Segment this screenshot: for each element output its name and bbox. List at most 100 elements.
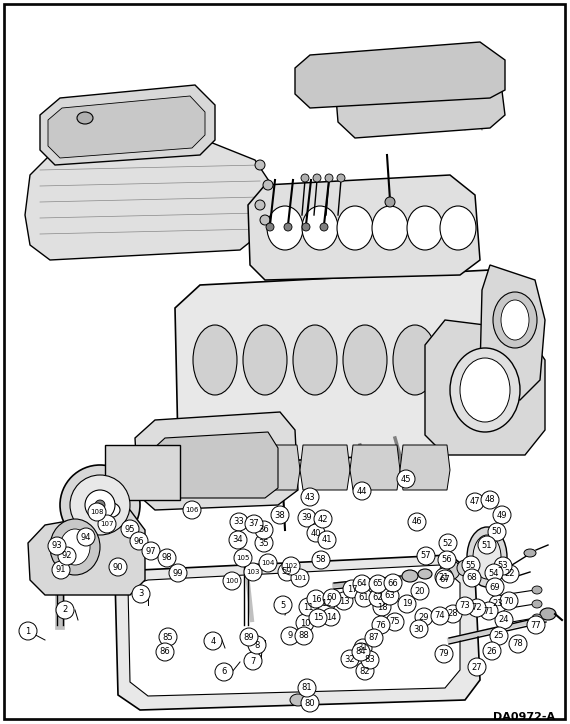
Ellipse shape (501, 300, 529, 340)
Circle shape (183, 501, 201, 519)
Text: 38: 38 (275, 510, 286, 520)
Polygon shape (250, 445, 300, 490)
Text: 66: 66 (388, 578, 398, 587)
Polygon shape (128, 565, 460, 696)
Circle shape (109, 558, 127, 576)
Circle shape (353, 575, 371, 593)
Text: 8: 8 (254, 641, 260, 649)
Polygon shape (28, 510, 145, 595)
Ellipse shape (255, 160, 265, 170)
Text: 43: 43 (305, 492, 315, 502)
Ellipse shape (263, 180, 273, 190)
Circle shape (301, 694, 319, 712)
Text: 59: 59 (282, 568, 292, 576)
Circle shape (240, 628, 258, 646)
Polygon shape (25, 142, 275, 260)
Circle shape (56, 601, 74, 619)
Circle shape (130, 532, 148, 550)
Ellipse shape (440, 560, 460, 580)
Ellipse shape (532, 586, 542, 594)
Text: 102: 102 (284, 563, 298, 569)
Text: 82: 82 (360, 667, 370, 675)
Text: 52: 52 (443, 539, 453, 547)
Text: 56: 56 (442, 555, 453, 565)
Circle shape (278, 563, 296, 581)
Ellipse shape (96, 502, 120, 518)
Text: 104: 104 (261, 560, 275, 566)
Circle shape (132, 585, 150, 603)
Ellipse shape (267, 206, 303, 250)
Circle shape (298, 679, 316, 697)
Text: 64: 64 (357, 579, 367, 589)
Circle shape (361, 651, 379, 669)
Ellipse shape (337, 206, 373, 250)
Ellipse shape (540, 608, 556, 620)
Polygon shape (248, 175, 480, 280)
Ellipse shape (193, 325, 237, 395)
Text: 98: 98 (162, 554, 172, 563)
Text: 70: 70 (504, 597, 514, 605)
Circle shape (372, 616, 390, 634)
Circle shape (343, 580, 361, 598)
Circle shape (439, 534, 457, 552)
Text: 96: 96 (134, 536, 144, 545)
Circle shape (248, 636, 266, 654)
Circle shape (353, 482, 371, 500)
Circle shape (369, 575, 387, 593)
Circle shape (490, 627, 508, 645)
Circle shape (483, 642, 501, 660)
Circle shape (52, 561, 70, 579)
Text: 30: 30 (414, 625, 424, 634)
Text: 47: 47 (470, 497, 481, 507)
Circle shape (230, 513, 248, 531)
Text: 21: 21 (439, 573, 449, 581)
Circle shape (322, 608, 340, 626)
Text: 72: 72 (472, 604, 482, 613)
Ellipse shape (95, 500, 105, 510)
Bar (105, 445, 180, 500)
Ellipse shape (284, 223, 292, 231)
Text: 108: 108 (90, 509, 104, 515)
Circle shape (291, 569, 309, 587)
Circle shape (501, 565, 519, 583)
Polygon shape (175, 270, 520, 465)
Ellipse shape (302, 223, 310, 231)
Text: 68: 68 (467, 573, 478, 583)
Circle shape (121, 520, 139, 538)
Text: 6: 6 (221, 668, 227, 676)
Ellipse shape (255, 200, 265, 210)
Circle shape (158, 549, 176, 567)
Circle shape (159, 628, 177, 646)
Circle shape (468, 599, 486, 617)
Polygon shape (480, 265, 545, 400)
Ellipse shape (313, 174, 321, 182)
Circle shape (500, 592, 518, 610)
Circle shape (488, 523, 506, 541)
Ellipse shape (407, 206, 443, 250)
Circle shape (397, 470, 415, 488)
Text: 24: 24 (499, 615, 509, 625)
Circle shape (386, 613, 404, 631)
Circle shape (204, 632, 222, 650)
Circle shape (415, 608, 433, 626)
Circle shape (398, 595, 416, 613)
Circle shape (281, 627, 299, 645)
Circle shape (438, 551, 456, 569)
Text: 14: 14 (325, 613, 336, 621)
Circle shape (169, 564, 187, 582)
Text: 63: 63 (385, 592, 396, 600)
Ellipse shape (450, 348, 520, 432)
Circle shape (527, 616, 545, 634)
Circle shape (245, 515, 263, 533)
Ellipse shape (70, 475, 130, 535)
Circle shape (271, 506, 289, 524)
Circle shape (431, 607, 449, 625)
Text: 13: 13 (339, 597, 349, 605)
Text: 32: 32 (345, 654, 355, 663)
Ellipse shape (265, 543, 271, 549)
Text: 97: 97 (146, 547, 156, 555)
Circle shape (323, 589, 341, 607)
Text: 19: 19 (402, 599, 412, 608)
Circle shape (489, 595, 507, 613)
Ellipse shape (493, 292, 537, 348)
